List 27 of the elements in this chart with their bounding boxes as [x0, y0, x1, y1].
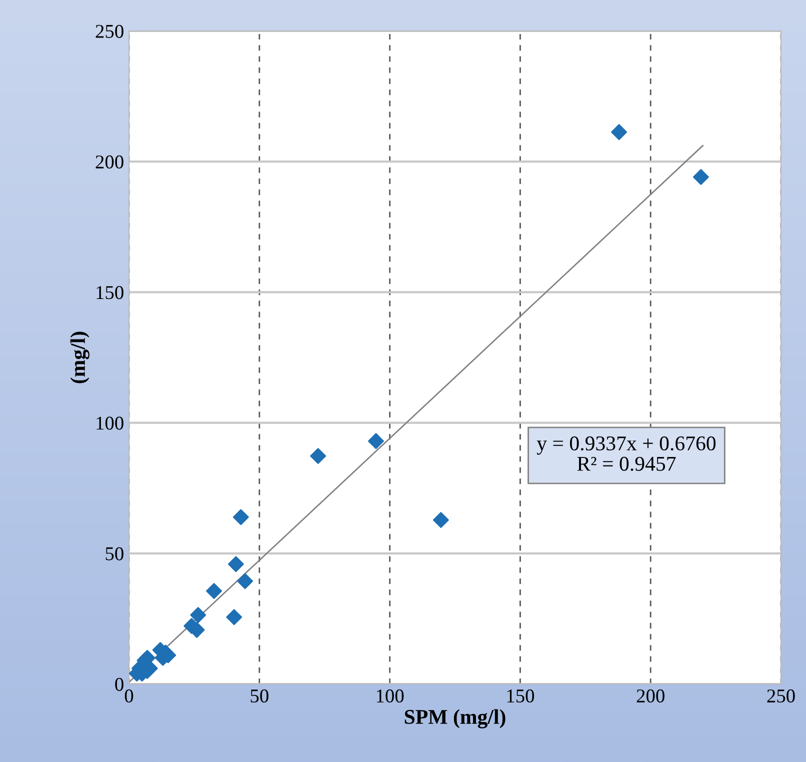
y-tick-label: 100 — [96, 416, 124, 430]
y-axis-title: (mg/l) — [70, 332, 90, 384]
x-tick-label: 200 — [636, 689, 664, 703]
point — [692, 169, 709, 185]
x-tick-label: 100 — [376, 689, 404, 703]
point — [190, 607, 206, 624]
y-tick-label: 200 — [96, 155, 124, 169]
x-tick-label: 0 — [124, 689, 134, 703]
annotation: y = 0.9337x + 0.6760 — [536, 436, 716, 455]
y-tick-label: 0 — [115, 678, 124, 691]
point — [226, 609, 242, 626]
x-tick-label: 150 — [507, 689, 534, 703]
point — [237, 573, 254, 590]
point — [232, 509, 249, 526]
point — [368, 433, 384, 450]
point — [310, 448, 326, 464]
x-axis-title: SPM (mg/l) — [404, 709, 506, 728]
point — [228, 556, 244, 572]
x-tick-label: 250 — [767, 689, 795, 703]
y-tick-label: 150 — [96, 286, 124, 300]
y-tick-label: 50 — [106, 547, 124, 560]
annotation: R² = 0.9457 — [577, 456, 676, 471]
point — [611, 124, 628, 140]
point — [206, 583, 222, 599]
y-tick-label: 250 — [96, 24, 124, 38]
point — [432, 512, 449, 528]
x-tick-label: 50 — [250, 689, 268, 703]
